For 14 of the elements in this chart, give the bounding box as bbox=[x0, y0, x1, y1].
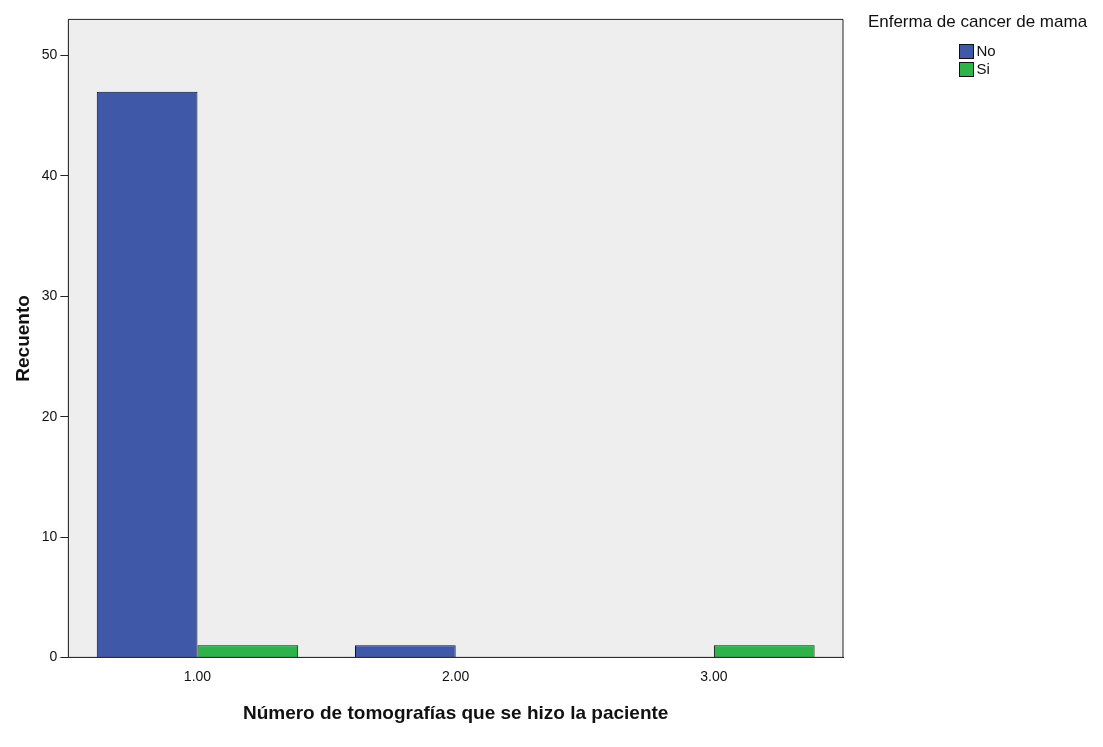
x-tick-label: 1.00 bbox=[183, 667, 212, 684]
y-axis-title: Recuento bbox=[11, 295, 33, 382]
x-tick-label: 2.00 bbox=[442, 667, 470, 684]
y-tick-label: 0 bbox=[49, 648, 58, 665]
legend-label: No bbox=[976, 42, 996, 60]
y-tick-label: 30 bbox=[41, 287, 58, 304]
y-tick-label: 20 bbox=[41, 407, 58, 424]
y-tick-label: 50 bbox=[41, 46, 58, 63]
y-tick-label: 10 bbox=[41, 527, 58, 544]
legend-label: Si bbox=[976, 60, 990, 78]
legend-title: Enferma de cancer de mama bbox=[866, 12, 1089, 32]
y-tick-label: 40 bbox=[41, 166, 58, 183]
x-tick-label: 3.00 bbox=[700, 667, 728, 684]
x-axis-title: Número de tomografías que se hizo la paciente bbox=[242, 701, 669, 723]
